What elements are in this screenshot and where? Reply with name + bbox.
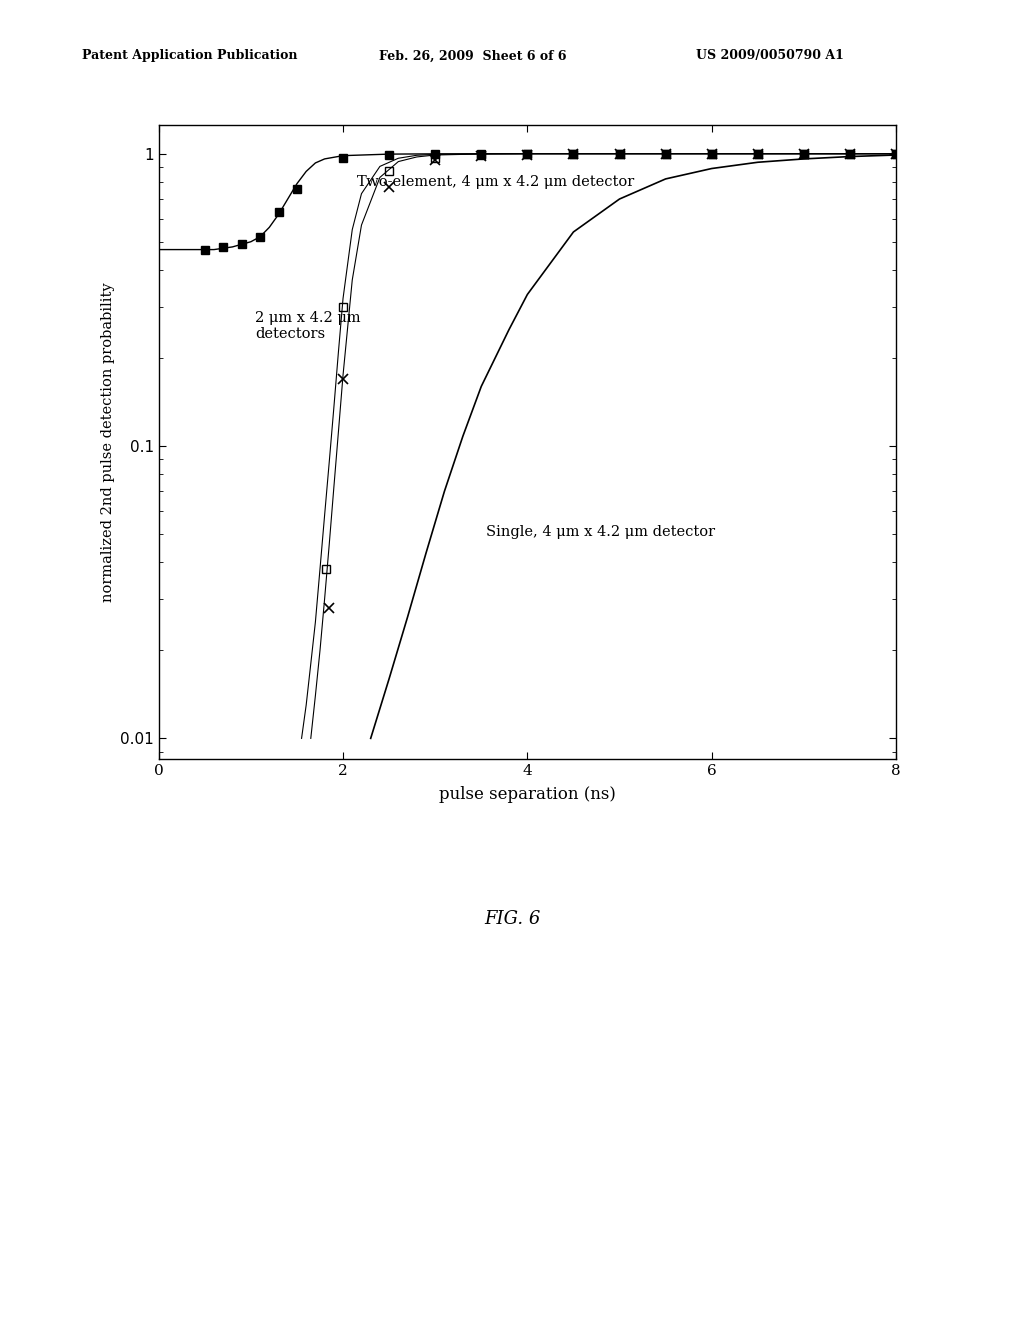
Text: FIG. 6: FIG. 6	[483, 909, 541, 928]
Text: Single, 4 μm x 4.2 μm detector: Single, 4 μm x 4.2 μm detector	[485, 525, 715, 540]
Text: Patent Application Publication: Patent Application Publication	[82, 49, 297, 62]
X-axis label: pulse separation (ns): pulse separation (ns)	[439, 787, 615, 803]
Text: US 2009/0050790 A1: US 2009/0050790 A1	[696, 49, 844, 62]
Text: Two-element, 4 μm x 4.2 μm detector: Two-element, 4 μm x 4.2 μm detector	[356, 174, 634, 189]
Text: Feb. 26, 2009  Sheet 6 of 6: Feb. 26, 2009 Sheet 6 of 6	[379, 49, 566, 62]
Text: 2 μm x 4.2 μm
detectors: 2 μm x 4.2 μm detectors	[256, 312, 361, 341]
Y-axis label: normalized 2nd pulse detection probability: normalized 2nd pulse detection probabili…	[100, 282, 115, 602]
